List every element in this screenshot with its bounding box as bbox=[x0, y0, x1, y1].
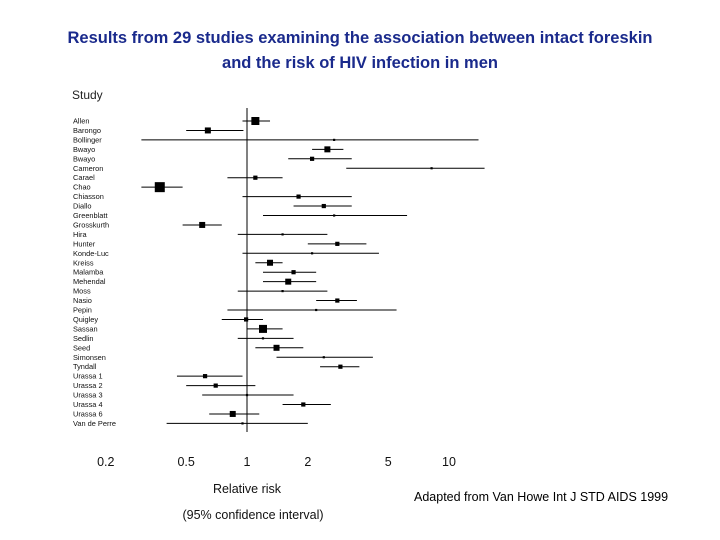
point-estimate-marker bbox=[324, 146, 331, 153]
x-tick-label: 10 bbox=[442, 455, 456, 469]
confidence-intervals bbox=[141, 108, 485, 432]
point-estimate-marker bbox=[291, 270, 296, 275]
study-name-label: Tyndall bbox=[73, 362, 97, 371]
y-axis-label: Study bbox=[72, 88, 103, 102]
point-estimate-marker bbox=[229, 410, 236, 417]
point-estimate-marker bbox=[321, 203, 326, 209]
point-estimate-marker bbox=[309, 156, 315, 161]
point-estimate-marker bbox=[301, 402, 306, 407]
study-name-label: Cameron bbox=[73, 164, 103, 173]
point-estimate-marker bbox=[204, 127, 211, 134]
point-estimate-marker bbox=[241, 422, 244, 425]
point-estimate-marker bbox=[253, 175, 258, 180]
study-name-label: Urassa 6 bbox=[73, 409, 103, 418]
study-name-label: Chiasson bbox=[73, 192, 104, 201]
study-name-label: Sedlin bbox=[73, 334, 94, 343]
x-tick-label: 0.2 bbox=[97, 455, 114, 469]
point-estimate-marker bbox=[335, 241, 340, 246]
x-tick-label: 5 bbox=[385, 455, 392, 469]
x-axis-ticks: 0.2 0.5 1 2 5 10 bbox=[97, 455, 456, 469]
x-tick-label: 1 bbox=[244, 455, 251, 469]
point-estimate-marker bbox=[261, 337, 265, 340]
point-estimate-marker bbox=[430, 167, 433, 170]
study-name-label: Bwayo bbox=[73, 145, 95, 154]
point-estimate-marker bbox=[251, 117, 260, 125]
study-name-label: Nasio bbox=[73, 296, 92, 305]
study-name-label: Urassa 3 bbox=[73, 391, 103, 400]
study-name-label: Sassan bbox=[73, 324, 98, 333]
study-name-label: Allen bbox=[73, 117, 89, 126]
point-estimate-marker bbox=[281, 233, 284, 236]
study-name-label: Quigley bbox=[73, 315, 98, 324]
x-tick-label: 0.5 bbox=[177, 455, 194, 469]
point-estimate-marker bbox=[258, 324, 267, 333]
study-name-label: Van de Perre bbox=[73, 419, 116, 428]
title-line-1: Results from 29 studies examining the as… bbox=[67, 29, 653, 47]
point-estimate-marker bbox=[333, 214, 336, 217]
study-name-label: Moss bbox=[73, 287, 91, 296]
point-estimate-marker bbox=[154, 182, 165, 193]
point-estimate-marker bbox=[273, 344, 280, 351]
study-name-label: Greenblatt bbox=[73, 211, 108, 220]
point-estimate-marker bbox=[285, 278, 292, 285]
study-name-label: Konde-Luc bbox=[73, 249, 109, 258]
study-names: AllenBarongoBollingerBwayoBwayoCameronCa… bbox=[73, 117, 116, 428]
point-estimate-marker bbox=[281, 290, 284, 293]
study-name-label: Diallo bbox=[73, 202, 91, 211]
point-estimate-marker bbox=[245, 393, 249, 397]
study-name-label: Malamba bbox=[73, 268, 104, 277]
point-estimate-marker bbox=[315, 308, 318, 312]
point-estimate-marker bbox=[310, 252, 314, 255]
study-name-label: Carael bbox=[73, 173, 95, 182]
study-name-label: Mehendal bbox=[73, 277, 106, 286]
point-estimate-marker bbox=[267, 259, 274, 266]
study-name-label: Urassa 4 bbox=[73, 400, 103, 409]
x-axis-label: Relative risk bbox=[213, 482, 282, 496]
study-name-label: Simonsen bbox=[73, 353, 106, 362]
point-estimate-marker bbox=[338, 364, 343, 369]
study-name-label: Seed bbox=[73, 343, 90, 352]
study-name-label: Urassa 2 bbox=[73, 381, 103, 390]
study-name-label: Kreiss bbox=[73, 258, 94, 267]
study-name-label: Chao bbox=[73, 183, 91, 192]
title-line-2: and the risk of HIV infection in men bbox=[222, 54, 498, 72]
study-name-label: Bollinger bbox=[73, 135, 102, 144]
page-title: Results from 29 studies examining the as… bbox=[0, 26, 720, 76]
study-name-label: Grosskurth bbox=[73, 220, 109, 229]
point-estimate-marker bbox=[213, 383, 218, 388]
point-estimate-marker bbox=[244, 317, 249, 322]
study-name-label: Hunter bbox=[73, 239, 96, 248]
point-estimate-marker bbox=[333, 138, 336, 141]
study-name-label: Hira bbox=[73, 230, 87, 239]
point-estimate-marker bbox=[322, 356, 325, 359]
study-name-label: Barongo bbox=[73, 126, 101, 135]
x-axis-sublabel: (95% confidence interval) bbox=[182, 508, 323, 522]
study-name-label: Bwayo bbox=[73, 154, 95, 163]
study-name-label: Pepin bbox=[73, 306, 92, 315]
point-estimate-marker bbox=[199, 221, 206, 228]
point-estimate-marker bbox=[335, 298, 340, 303]
point-estimate-marker bbox=[202, 374, 208, 379]
x-tick-label: 2 bbox=[304, 455, 311, 469]
study-name-label: Urassa 1 bbox=[73, 372, 103, 381]
point-estimate-marker bbox=[296, 194, 301, 199]
attribution-note: Adapted from Van Howe Int J STD AIDS 199… bbox=[414, 490, 669, 504]
